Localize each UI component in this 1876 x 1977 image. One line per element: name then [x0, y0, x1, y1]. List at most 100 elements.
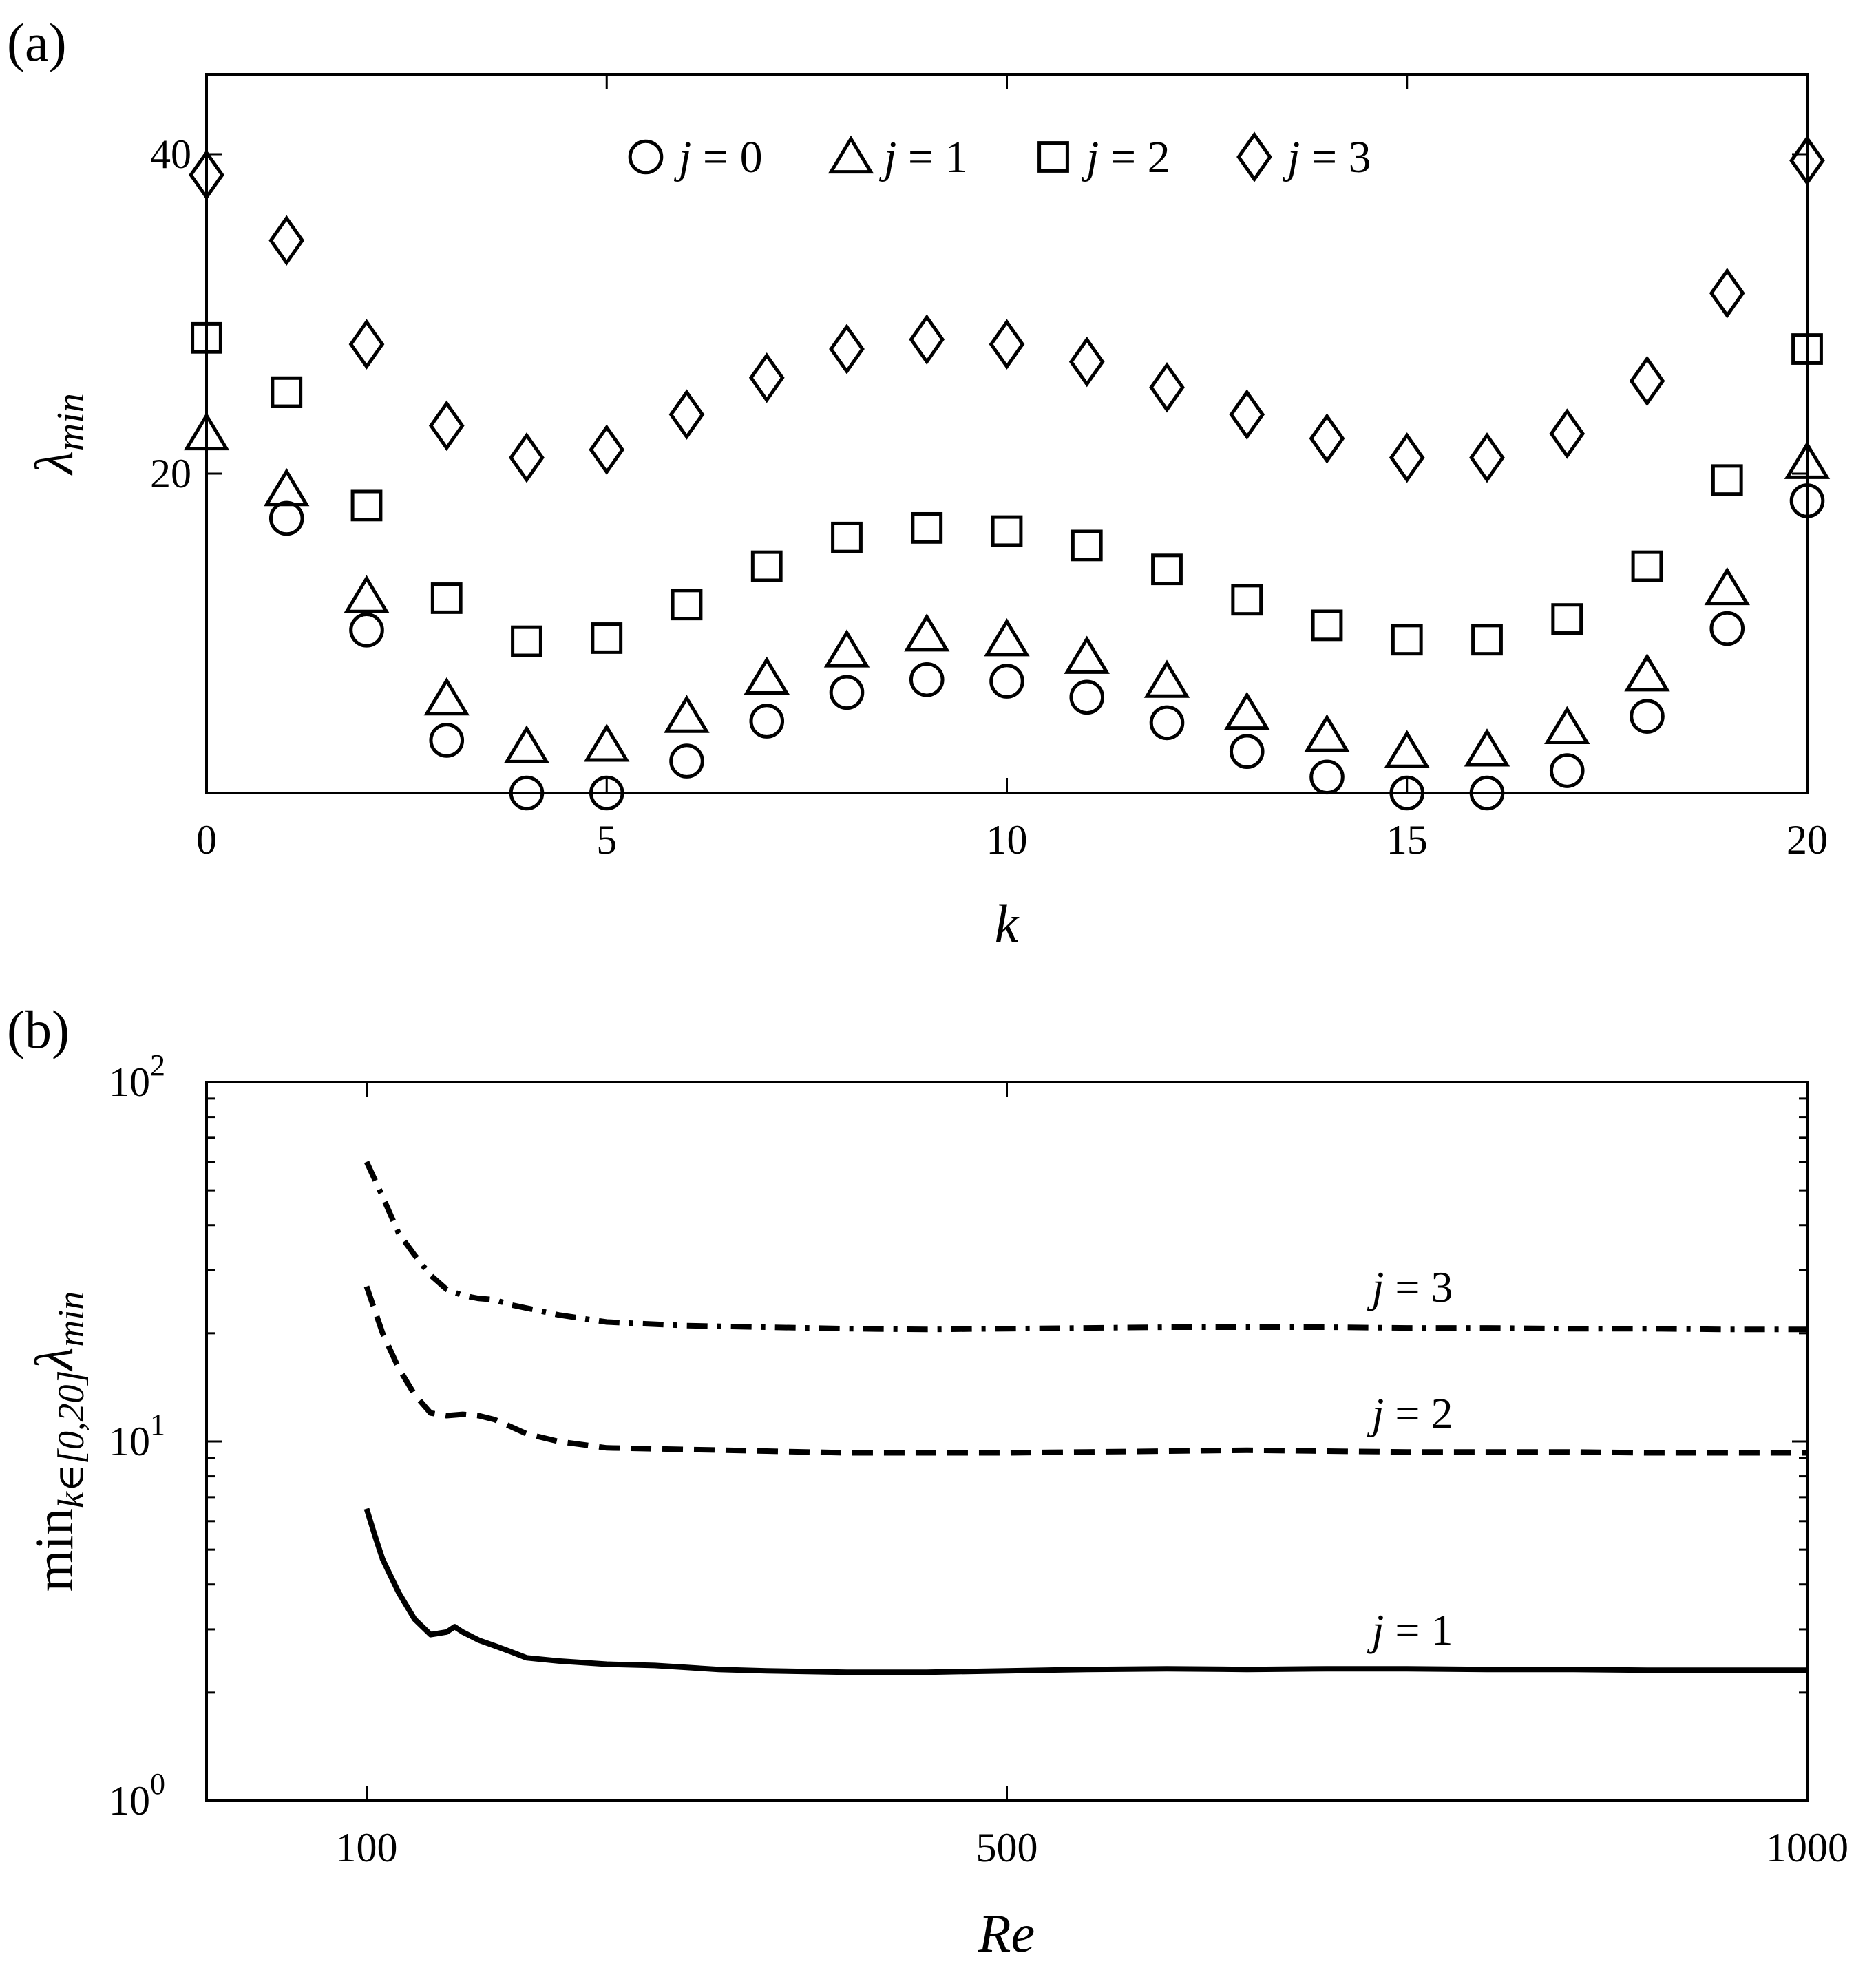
panel-a-point-triangle: [984, 618, 1030, 657]
panel-b-xlabel: Re: [978, 1903, 1035, 1963]
panel-a-point-circle: [1069, 679, 1105, 715]
panel-b-line-solid: [363, 1508, 1807, 1675]
panel-a-point-circle: [1309, 759, 1345, 795]
panel-a-ticks: 0 5 10 15 20 20 40: [150, 74, 1828, 863]
legend-label: j = 1: [878, 132, 968, 182]
panel-a-point-square: [750, 550, 783, 582]
legend-bg: [625, 124, 832, 190]
panel-a-point-diamond: [428, 400, 465, 452]
panel-b-label: (b): [7, 1000, 70, 1059]
panel-a-point-triangle: [744, 656, 790, 695]
panel-a-point-triangle: [823, 629, 870, 668]
panel-a-point-square: [1391, 624, 1423, 656]
svg-text:mink∈[0,20]λmin: mink∈[0,20]λmin: [24, 1291, 92, 1592]
panel-b-xtick-label: 500: [976, 1825, 1038, 1870]
panel-a-point-diamond: [668, 389, 705, 440]
panel-b-curve-label: j = 2: [1367, 1389, 1453, 1438]
legend-label: j = 3: [1282, 132, 1371, 182]
panel-b-curve-labels: j = 3 j = 2 j = 1: [1367, 1262, 1453, 1654]
panel-a-point-square: [271, 376, 303, 408]
panel-a-point-diamond: [748, 352, 785, 403]
panel-b-frame: [205, 1081, 1809, 1802]
panel-a-point-circle: [1149, 705, 1185, 741]
panel-a-point-square: [511, 625, 542, 657]
panel-a-xtick-label: 5: [596, 817, 617, 863]
panel-a-point-diamond: [589, 424, 625, 475]
panel-a-point-triangle: [1704, 567, 1750, 606]
panel-a-xtick-label: 15: [1387, 817, 1428, 863]
legend-diamond-icon: [1236, 131, 1272, 182]
panel-b-ylabel-sub2: min: [50, 1291, 92, 1347]
panel-a-point-diamond: [1229, 389, 1265, 440]
panel-b-ylabel-sub: k∈[0,20]: [50, 1370, 92, 1508]
panel-a-point-square: [1711, 464, 1743, 496]
panel-a-point-diamond: [348, 319, 385, 370]
panel-a-point-diamond: [1469, 432, 1505, 483]
panel-a-point-circle: [829, 675, 865, 710]
panel-a-point-square: [1471, 624, 1503, 656]
panel-a-point-circle: [349, 613, 384, 648]
panel-b-xtick-label: 100: [336, 1825, 398, 1870]
panel-a-frame: [205, 73, 1809, 794]
panel-a-point-circle: [749, 704, 785, 739]
panel-b-ylabel: mink∈[0,20]λmin: [24, 1291, 92, 1592]
panel-a-point-square: [911, 511, 943, 544]
panel-a-point-square: [350, 489, 383, 522]
panel-b-ylabel-main: λ: [24, 1347, 84, 1372]
panel-a-legend: j = 0 j = 1 j = 2 j = 3: [625, 124, 1440, 190]
panel-a-point-square: [591, 622, 623, 654]
panel-b-curve-label: j = 1: [1367, 1605, 1453, 1654]
panel-a-point-triangle: [264, 467, 310, 507]
panel-b-xtick-label: 1000: [1766, 1825, 1848, 1870]
panel-a-point-square: [831, 521, 863, 553]
legend-label: j = 0: [673, 132, 763, 182]
panel-a-ytick-label: 20: [150, 451, 191, 496]
panel-b-curve-label: j = 3: [1367, 1262, 1453, 1311]
legend-square-icon: [1037, 141, 1069, 173]
panel-a-point-triangle: [1544, 706, 1590, 744]
panel-a-point-circle: [1709, 611, 1745, 646]
panel-a-point-triangle: [1143, 659, 1190, 698]
panel-a-point-diamond: [829, 324, 865, 374]
panel-a-point-triangle: [584, 723, 630, 762]
panel-a-point-triangle: [503, 725, 550, 763]
panel-b-ytick-label: 101: [109, 1408, 165, 1464]
panel-a-point-square: [1551, 603, 1583, 635]
panel-a-point-circle: [989, 664, 1024, 699]
svg-text:λmin: λmin: [24, 393, 92, 476]
panel-a-xtick-label: 0: [196, 817, 217, 863]
panel-a-point-triangle: [423, 677, 470, 716]
panel-a-point-circle: [1630, 699, 1665, 734]
panel-a-point-diamond: [989, 319, 1025, 370]
panel-a-point-triangle: [1464, 728, 1510, 767]
panel-a-point-triangle: [1224, 691, 1270, 730]
panel-a-point-triangle: [1384, 730, 1430, 768]
panel-a-point-diamond: [1629, 355, 1665, 407]
panel-a-point-square: [1151, 553, 1183, 586]
panel-a-markers: [183, 135, 1831, 811]
panel-a-point-square: [1231, 584, 1263, 616]
legend-circle-icon: [628, 139, 664, 175]
panel-a-ytick-label: 40: [150, 131, 191, 177]
panel-a-point-diamond: [1389, 432, 1425, 483]
panel-a-point-diamond: [1309, 413, 1345, 464]
panel-a-point-triangle: [1304, 714, 1350, 752]
panel-a-point-circle: [429, 723, 465, 758]
panel-a-point-circle: [1549, 753, 1585, 788]
panel-a-point-circle: [669, 743, 704, 779]
panel-a-point-diamond: [268, 215, 305, 266]
panel-a-point-triangle: [344, 575, 390, 613]
panel-a-ylabel: λmin: [24, 393, 92, 476]
panel-a-xtick-label: 10: [987, 817, 1028, 863]
panel-a-point-triangle: [1064, 635, 1110, 674]
panel-a-point-square: [671, 589, 703, 621]
panel-a-point-triangle: [664, 695, 710, 733]
panel-a-xlabel: k: [995, 894, 1020, 953]
panel-a-point-square: [991, 515, 1023, 547]
panel-a-point-triangle: [1624, 653, 1670, 692]
panel-a-point-circle: [909, 662, 945, 697]
panel-a-point-diamond: [1068, 336, 1105, 388]
